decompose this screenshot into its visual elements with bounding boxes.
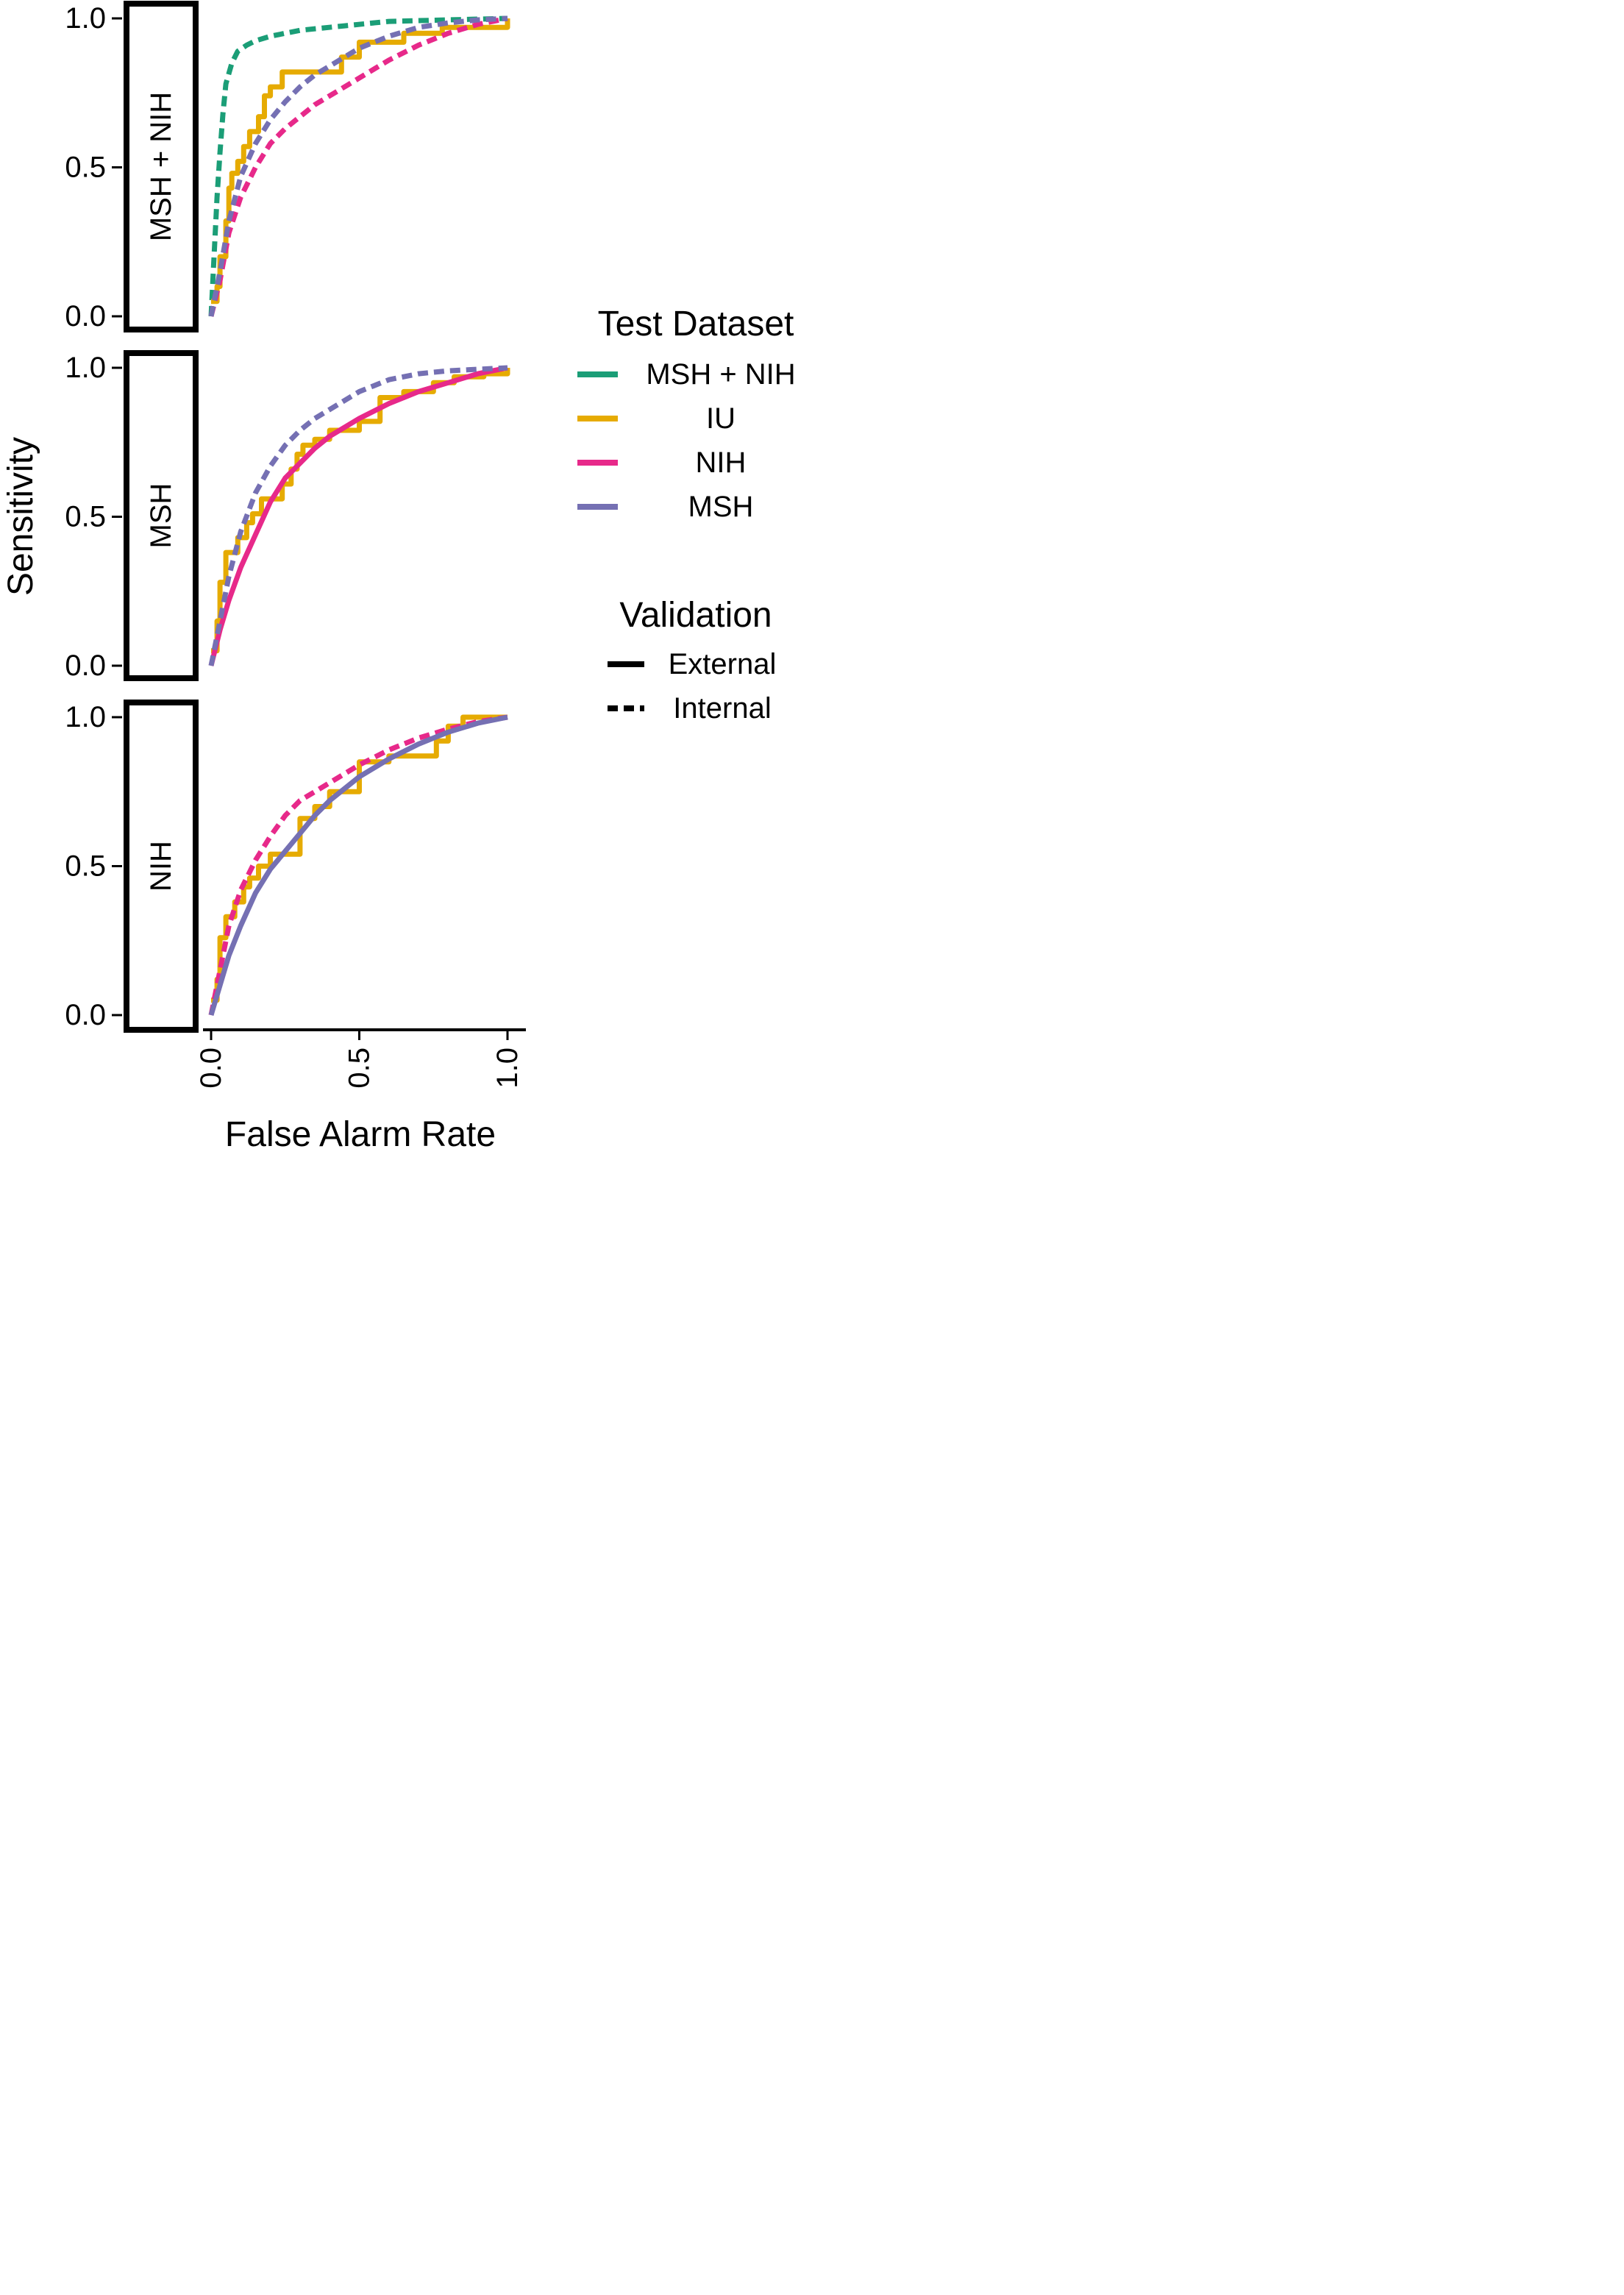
- series-line-nih-external: [208, 365, 508, 666]
- legend: Test Dataset MSH + NIH IU NIH MSH Validation E…: [577, 305, 796, 725]
- series-line-msh-external: [208, 714, 508, 1017]
- roc-figure: MSH + NIH 0.0 0.5 1.0 MSH 0.0 0.5 1.0 NIH 0.0 0.5 1…: [1, 1, 796, 1153]
- y-tick-label: 1.0: [65, 2, 106, 35]
- x-tick-label: 0.5: [343, 1047, 376, 1089]
- strip-label: MSH: [145, 483, 177, 549]
- y-tick-label: 0.5: [65, 152, 106, 184]
- series-line-nih-internal: [208, 15, 508, 317]
- y-axis-title: Sensitivity: [1, 437, 40, 596]
- panel-nih: NIH 0.0 0.5 1.0: [65, 700, 508, 1033]
- series-line-iu-external: [211, 368, 510, 654]
- y-tick-label: 0.5: [65, 501, 106, 533]
- legend-title-test-dataset: Test Dataset: [598, 305, 794, 344]
- panel-msh: MSH 0.0 0.5 1.0: [65, 350, 510, 682]
- series-line-msh-internal: [208, 15, 508, 317]
- legend-label-msh: MSH: [688, 491, 754, 523]
- legend-label-nih: NIH: [696, 446, 747, 479]
- y-tick-label: 0.0: [65, 300, 106, 332]
- x-tick-label: 0.0: [195, 1047, 227, 1089]
- series-line-nih-internal: [208, 714, 508, 1016]
- x-tick-label: 1.0: [491, 1047, 524, 1089]
- y-tick-label: 0.5: [65, 850, 106, 883]
- series-line-iu-external: [211, 714, 508, 1003]
- series-line-iu-external: [211, 18, 510, 305]
- strip-label: MSH + NIH: [145, 92, 177, 241]
- y-tick-label: 0.0: [65, 999, 106, 1031]
- y-tick-label: 0.0: [65, 650, 106, 682]
- panels: MSH + NIH 0.0 0.5 1.0 MSH 0.0 0.5 1.0 NIH 0.0 0.5 1…: [65, 1, 510, 1033]
- x-axis: 0.0 0.5 1.0: [195, 1028, 526, 1089]
- strip-box: [124, 1, 199, 332]
- legend-label-internal: Internal: [673, 692, 771, 725]
- strip-box: [124, 700, 199, 1033]
- y-tick-label: 1.0: [65, 701, 106, 733]
- strip-label: NIH: [145, 841, 177, 892]
- legend-label-external: External: [669, 648, 777, 680]
- legend-title-validation: Validation: [619, 596, 772, 635]
- legend-label-msh-nih: MSH + NIH: [646, 358, 795, 391]
- series-line-msh-internal: [208, 365, 508, 666]
- strip-box: [124, 350, 199, 681]
- x-axis-title: False Alarm Rate: [225, 1115, 496, 1153]
- legend-label-iu: IU: [706, 402, 736, 435]
- y-tick-label: 1.0: [65, 352, 106, 384]
- series-line-msh-nih-internal: [208, 15, 508, 317]
- panel-msh-nih: MSH + NIH 0.0 0.5 1.0: [65, 1, 510, 332]
